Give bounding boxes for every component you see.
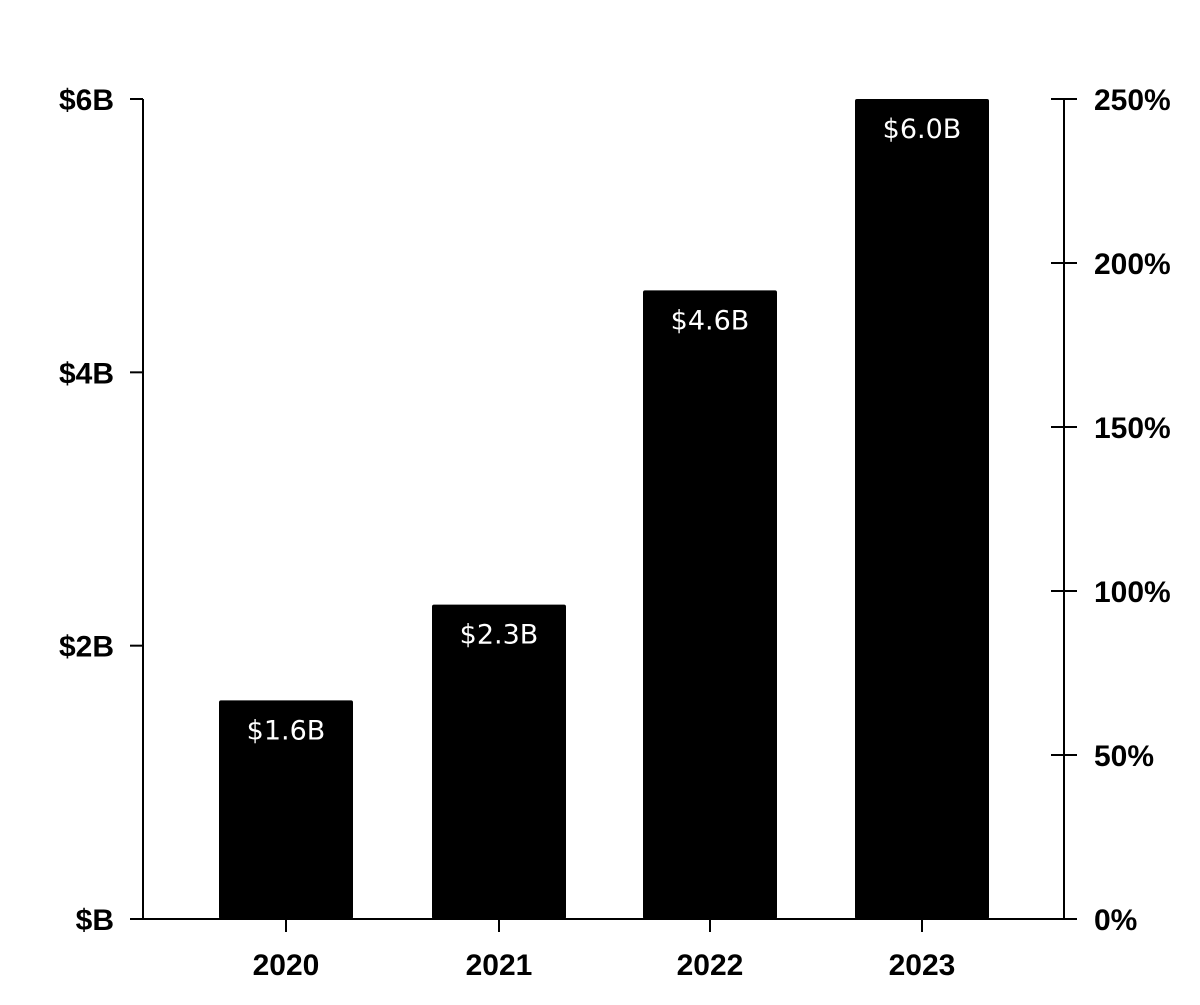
y-left-tick-label: $4B [59, 357, 114, 390]
y-right-tick-label: 250% [1094, 84, 1171, 117]
y-right-tick-label: 150% [1094, 412, 1171, 445]
y-right-tick-label: 100% [1094, 576, 1171, 609]
y-left-tick-label: $6B [59, 84, 114, 117]
bars-layer [219, 99, 989, 919]
y-left-tick-label: $B [76, 904, 114, 937]
bar-label-2022: $4.6B [671, 305, 750, 336]
bar-2020 [219, 700, 353, 919]
bar-2023 [855, 99, 989, 919]
bar-label-2021: $2.3B [460, 620, 539, 651]
x-tick-label-2020: 2020 [253, 949, 320, 982]
bar-labels-layer: $1.6B $2.3B $4.6B $6.0B [247, 114, 962, 746]
x-tick-label-2021: 2021 [466, 949, 533, 982]
x-tick-label-2022: 2022 [677, 949, 744, 982]
bar-2022 [643, 290, 777, 919]
axes-layer: $B $2B $4B $6B 0% 50% 100% 150% 200% 250% 2020 2021… [59, 84, 1171, 982]
y-left-tick-label: $2B [59, 631, 114, 664]
bar-2021 [432, 604, 566, 919]
bar-label-2023: $6.0B [883, 114, 962, 145]
x-tick-label-2023: 2023 [889, 949, 956, 982]
y-right-tick-label: 50% [1094, 740, 1154, 773]
bar-label-2020: $1.6B [247, 715, 326, 746]
y-right-tick-label: 0% [1094, 904, 1137, 937]
y-right-tick-label: 200% [1094, 248, 1171, 281]
